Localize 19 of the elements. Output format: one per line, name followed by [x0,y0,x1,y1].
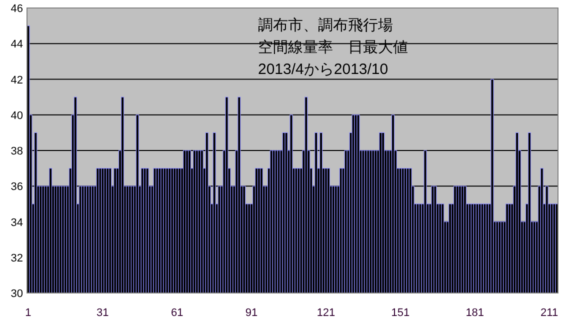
y-tick-label: 42 [10,74,23,86]
y-tick-label: 44 [10,38,23,51]
x-tick-label: 121 [316,307,336,319]
y-tick-label: 34 [10,216,23,229]
y-tick-label: 38 [10,146,23,158]
x-tick-label: 151 [391,307,410,319]
text: 調布市、調布飛行場 [258,17,393,34]
x-tick-label: 181 [466,307,484,319]
x-tick-label: 91 [245,307,258,319]
annotation: 2013/4から2013/10 [258,61,388,78]
x-tick-label: 31 [96,307,109,319]
y-tick-label: 40 [10,110,23,122]
y-tick-label: 36 [10,181,23,194]
x-tick-label: 211 [540,307,558,319]
y-tick-label: 30 [10,288,23,300]
y-tick-label: 32 [10,252,23,264]
y-tick-label: 46 [10,3,23,15]
x-tick-label: 61 [170,307,184,319]
x-tick-label: 1 [25,307,32,319]
